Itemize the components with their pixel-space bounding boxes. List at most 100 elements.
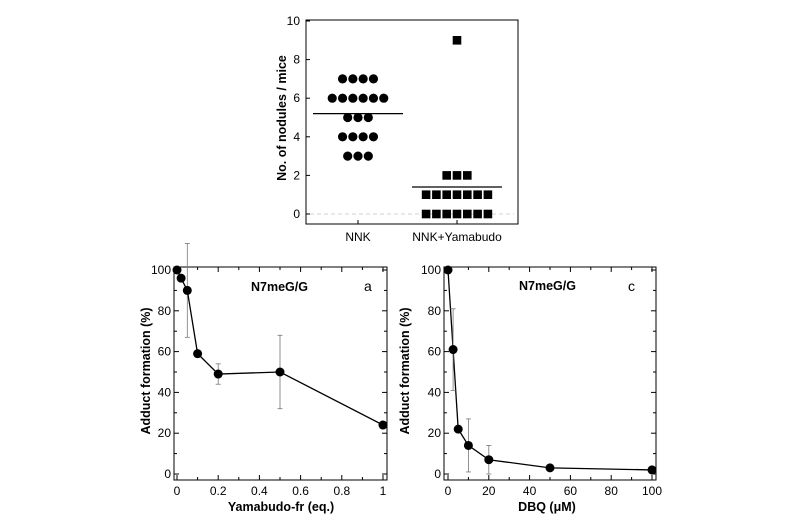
nnk-data-point xyxy=(343,112,353,123)
nnk-data-point xyxy=(368,132,379,142)
nnk-data-point xyxy=(348,132,358,142)
top-x-category-label: NNK xyxy=(345,230,370,244)
nnk-yamabudo-data-point xyxy=(432,190,441,199)
x-tick-label: 1 xyxy=(380,484,387,498)
top-x-category-label: NNK+Yamabudo xyxy=(412,230,502,244)
nnk-data-point xyxy=(363,112,373,123)
panel-a-title: N7meG/G xyxy=(251,280,308,294)
panel-a-y-axis-label: Adduct formation (%) xyxy=(139,307,153,434)
nnk-yamabudo-data-point xyxy=(452,36,462,45)
panel-c-letter: c xyxy=(628,278,635,294)
panel-a-x-axis-label: Yamabudo-fr (eq.) xyxy=(228,500,334,514)
panel-c-axes xyxy=(443,266,657,481)
panel-c-ticks: 0 20 40 60 80 100 0 20 40 60 80 100 xyxy=(421,263,662,498)
nnk-yamabudo-data-point xyxy=(421,209,431,219)
panel-c-x-axis-label: DBQ (μM) xyxy=(518,500,576,514)
data-point xyxy=(275,367,285,377)
nnk-data-point xyxy=(363,151,373,161)
y-tick-label: 0 xyxy=(164,467,171,481)
nnk-yamabudo-data-point xyxy=(421,190,431,199)
y-tick-label: 20 xyxy=(158,426,172,440)
nnk-yamabudo-data-point xyxy=(452,209,462,219)
series-line xyxy=(447,269,653,471)
nnk-data-point xyxy=(353,112,363,123)
nnk-data-point xyxy=(358,74,368,84)
y-tick-label: 80 xyxy=(158,304,172,318)
data-point xyxy=(182,285,192,295)
nnk-data-point xyxy=(327,93,337,103)
nnk-data-point xyxy=(358,93,368,103)
nnk-data-point xyxy=(337,132,348,142)
plot-frame xyxy=(443,266,657,481)
nodules-dot-plot: No. of nodules / mice 0 2 4 6 8 10 NNK NNK+Yam… xyxy=(275,14,519,244)
y-tick-label: 100 xyxy=(421,263,441,277)
nnk-yamabudo-data-point xyxy=(473,209,482,219)
top-y-tick-label: 6 xyxy=(293,91,300,105)
nnk-data-point xyxy=(358,132,368,142)
nnk-data-point xyxy=(368,74,379,84)
nnk-data-point xyxy=(337,74,348,84)
x-tick-label: 40 xyxy=(523,484,537,498)
panel-a-line-chart: Adduct formation (%) Yamabudo-fr (eq.) N… xyxy=(139,243,388,514)
panel-c-title: N7meG/G xyxy=(519,279,576,293)
top-y-axis-label: No. of nodules / mice xyxy=(275,55,289,181)
y-tick-label: 60 xyxy=(428,345,442,359)
x-tick-label: 0.6 xyxy=(292,484,309,498)
panel-c-y-axis-label: Adduct formation (%) xyxy=(398,307,412,434)
panel-a-data-marks xyxy=(172,243,388,430)
top-plot-frame xyxy=(305,19,519,225)
panel-c-line-chart: Adduct formation (%) DBQ (μM) N7meG/G c … xyxy=(398,263,662,514)
top-y-tick-label: 8 xyxy=(293,53,300,67)
nnk-data-point xyxy=(353,151,363,161)
data-point xyxy=(443,265,453,275)
x-tick-label: 0 xyxy=(445,484,452,498)
nnk-data-point xyxy=(368,93,379,103)
data-point xyxy=(484,455,494,465)
x-tick-label: 0.4 xyxy=(251,484,268,498)
nnk-yamabudo-data-point xyxy=(432,209,441,219)
data-point xyxy=(448,345,458,355)
nnk-yamabudo-data-point xyxy=(442,209,451,219)
nnk-yamabudo-data-point xyxy=(473,190,482,199)
data-point xyxy=(176,273,186,283)
top-y-tick-label: 2 xyxy=(293,168,300,182)
data-point xyxy=(647,465,657,475)
nnk-data-point xyxy=(337,93,348,103)
top-x-ticks: NNK NNK+Yamabudo xyxy=(345,220,502,244)
y-tick-label: 40 xyxy=(428,385,442,399)
y-tick-label: 0 xyxy=(434,467,441,481)
y-tick-label: 60 xyxy=(158,345,172,359)
nnk-yamabudo-data-point xyxy=(483,209,493,219)
x-tick-label: 20 xyxy=(482,484,496,498)
data-point xyxy=(545,463,555,473)
nnk-yamabudo-data-point xyxy=(452,190,462,199)
top-data-marks xyxy=(313,36,502,219)
nnk-yamabudo-data-point xyxy=(463,171,472,180)
panel-a-letter: a xyxy=(364,278,372,294)
nnk-yamabudo-data-point xyxy=(442,171,451,180)
nnk-yamabudo-data-point xyxy=(452,171,462,180)
data-point xyxy=(172,265,182,275)
nnk-data-point xyxy=(379,93,389,103)
y-tick-label: 100 xyxy=(151,263,171,277)
top-y-tick-label: 4 xyxy=(293,130,300,144)
panel-c-data-marks xyxy=(443,265,657,475)
nnk-yamabudo-data-point xyxy=(463,209,472,219)
x-tick-label: 80 xyxy=(605,484,619,498)
panel-a-ticks: 0 20 40 60 80 100 0 0.2 0.4 0.6 0.8 1 xyxy=(151,263,387,498)
y-tick-label: 80 xyxy=(428,304,442,318)
x-tick-label: 60 xyxy=(564,484,578,498)
y-tick-label: 20 xyxy=(428,426,442,440)
x-tick-label: 0 xyxy=(174,484,181,498)
y-tick-label: 40 xyxy=(158,385,172,399)
top-y-tick-label: 10 xyxy=(287,14,301,28)
top-y-ticks: 0 2 4 6 8 10 xyxy=(287,14,310,221)
x-tick-label: 0.8 xyxy=(333,484,350,498)
nnk-data-point xyxy=(348,74,358,84)
x-tick-label: 0.2 xyxy=(210,484,227,498)
data-point xyxy=(213,369,223,379)
x-tick-label: 100 xyxy=(642,484,662,498)
data-point xyxy=(453,424,463,434)
nnk-yamabudo-data-point xyxy=(463,190,472,199)
